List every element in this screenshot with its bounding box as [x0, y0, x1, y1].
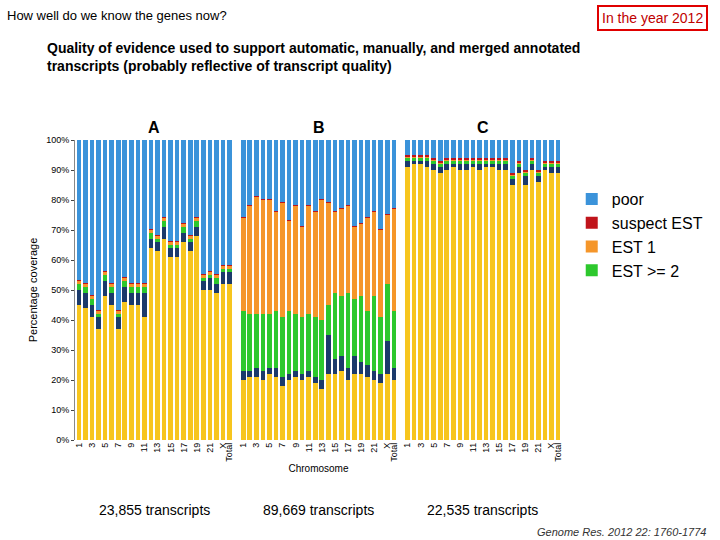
svg-text:5: 5 [264, 443, 274, 448]
svg-text:17: 17 [507, 443, 517, 453]
svg-text:60%: 60% [51, 255, 69, 265]
svg-text:1: 1 [402, 443, 412, 448]
svg-text:11: 11 [468, 443, 478, 452]
svg-text:30%: 30% [51, 345, 69, 355]
svg-text:3: 3 [251, 443, 261, 448]
svg-text:10%: 10% [51, 405, 69, 415]
svg-text:19: 19 [192, 443, 202, 453]
svg-text:A: A [148, 119, 160, 136]
svg-text:70%: 70% [51, 225, 69, 235]
svg-text:89,669 transcripts: 89,669 transcripts [263, 502, 374, 518]
svg-text:1: 1 [238, 443, 248, 448]
svg-text:21: 21 [205, 443, 215, 453]
svg-text:X: X [546, 443, 556, 449]
svg-text:80%: 80% [51, 195, 69, 205]
svg-text:In the year 2012: In the year 2012 [602, 10, 703, 26]
svg-text:poor: poor [612, 191, 645, 208]
svg-text:11: 11 [139, 443, 149, 452]
svg-text:EST 1: EST 1 [612, 239, 656, 256]
svg-text:7: 7 [442, 443, 452, 448]
svg-text:X: X [218, 443, 228, 449]
svg-text:100%: 100% [46, 135, 69, 145]
svg-text:21: 21 [369, 443, 379, 453]
svg-text:7: 7 [277, 443, 287, 448]
svg-text:9: 9 [291, 443, 301, 448]
svg-text:22,535 transcripts: 22,535 transcripts [427, 502, 538, 518]
svg-text:15: 15 [330, 443, 340, 453]
svg-text:B: B [313, 119, 325, 136]
svg-text:20%: 20% [51, 375, 69, 385]
svg-text:3: 3 [87, 443, 97, 448]
svg-text:EST >= 2: EST >= 2 [612, 263, 679, 280]
svg-text:1: 1 [74, 443, 84, 448]
svg-text:5: 5 [100, 443, 110, 448]
svg-text:15: 15 [166, 443, 176, 453]
svg-text:15: 15 [494, 443, 504, 453]
svg-text:C: C [477, 119, 489, 136]
svg-text:Quality of evidence used to su: Quality of evidence used to support auto… [47, 40, 580, 74]
svg-text:7: 7 [113, 443, 123, 448]
svg-text:Chromosome: Chromosome [288, 463, 348, 474]
svg-text:21: 21 [533, 443, 543, 453]
svg-text:13: 13 [152, 443, 162, 453]
svg-text:0%: 0% [56, 435, 69, 445]
svg-text:Percentage coverage: Percentage coverage [27, 238, 39, 343]
svg-text:13: 13 [317, 443, 327, 453]
svg-text:17: 17 [343, 443, 353, 453]
svg-text:X: X [382, 443, 392, 449]
svg-text:Total: Total [553, 443, 563, 462]
svg-text:Total: Total [389, 443, 399, 462]
svg-text:Genome Res. 2012 22: 1760-1774: Genome Res. 2012 22: 1760-1774 [537, 526, 706, 538]
svg-text:13: 13 [481, 443, 491, 453]
svg-text:90%: 90% [51, 165, 69, 175]
svg-text:Total: Total [224, 443, 234, 462]
svg-text:9: 9 [455, 443, 465, 448]
svg-text:50%: 50% [51, 285, 69, 295]
svg-text:19: 19 [520, 443, 530, 453]
svg-text:How well do we know the genes: How well do we know the genes now? [7, 8, 227, 23]
svg-text:11: 11 [304, 443, 314, 452]
svg-text:suspect EST: suspect EST [612, 215, 703, 232]
svg-text:23,855 transcripts: 23,855 transcripts [99, 502, 210, 518]
svg-text:17: 17 [179, 443, 189, 453]
svg-text:40%: 40% [51, 315, 69, 325]
svg-text:3: 3 [416, 443, 426, 448]
svg-text:19: 19 [356, 443, 366, 453]
svg-text:5: 5 [429, 443, 439, 448]
svg-text:9: 9 [126, 443, 136, 448]
